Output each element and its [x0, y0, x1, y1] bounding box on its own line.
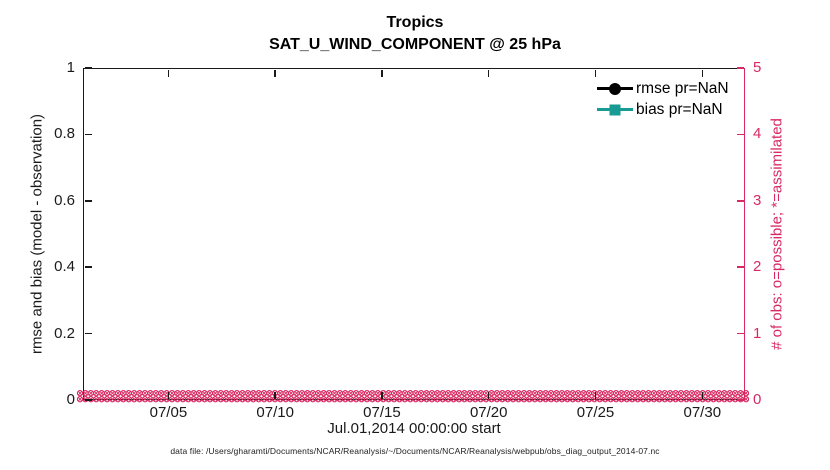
- x-top-tick: [274, 69, 276, 77]
- y-left-tick-label: 0.2: [54, 324, 75, 342]
- legend-label: rmse pr=NaN: [636, 79, 729, 97]
- x-tick-label: 07/10: [256, 404, 294, 421]
- x-tick-label: 07/20: [469, 404, 508, 421]
- y-right-tick-label: 5: [753, 59, 762, 76]
- y-left-tick-label: 1: [66, 59, 75, 76]
- y-left-tick: [84, 332, 92, 335]
- y-right-tick: [736, 133, 744, 136]
- x-top-tick: [594, 69, 597, 77]
- footer-note: data file: /Users/gharamti/Documents/NCA…: [170, 446, 660, 456]
- x-axis-label: Jul.01,2014 00:00:00 start: [327, 420, 501, 437]
- right-axis-line: [743, 68, 745, 400]
- x-top-tick: [487, 69, 490, 77]
- y-left-tick-label: 0.4: [54, 258, 75, 276]
- y-axis-right-label: # of obs: o=possible; *=assimilated: [768, 118, 786, 350]
- obs-marker-band: [76, 390, 750, 403]
- x-top-tick: [381, 69, 383, 77]
- y-left-tick: [84, 67, 92, 69]
- y-right-tick-label: 3: [753, 191, 762, 209]
- x-tick-label: 07/25: [576, 404, 615, 421]
- x-tick-label: 07/15: [363, 404, 401, 421]
- y-right-tick-label: 4: [753, 125, 762, 143]
- x-top-tick: [167, 69, 170, 77]
- y-right-tick: [736, 332, 744, 335]
- circle-marker-icon: [609, 82, 621, 95]
- x-bottom-tick: [167, 391, 170, 399]
- legend-item: rmse pr=NaN: [597, 78, 729, 99]
- x-top-tick: [701, 69, 704, 77]
- plot-area: [83, 68, 745, 400]
- y-left-tick: [84, 266, 92, 268]
- legend-marker-line: [597, 104, 633, 115]
- y-left-tick-label: 0.6: [54, 191, 75, 209]
- y-left-tick-label: 0.8: [54, 125, 75, 143]
- plot-subtitle: SAT_U_WIND_COMPONENT @ 25 hPa: [269, 35, 561, 53]
- y-left-tick-label: 0: [66, 391, 75, 408]
- legend: rmse pr=NaN bias pr=NaN: [597, 78, 729, 120]
- x-bottom-tick: [381, 391, 383, 399]
- y-left-tick: [84, 200, 92, 202]
- page-title: Tropics: [386, 14, 444, 31]
- y-right-tick: [736, 200, 744, 202]
- y-right-tick-label: 1: [753, 324, 762, 342]
- x-bottom-tick: [487, 391, 490, 399]
- x-tick-label: 07/05: [149, 404, 188, 421]
- y-right-tick-label: 2: [753, 258, 762, 276]
- y-right-tick-label: 0: [753, 391, 762, 408]
- title-block: Tropics SAT_U_WIND_COMPONENT @ 25 hPa: [0, 12, 830, 55]
- legend-marker-line: [597, 82, 633, 95]
- x-bottom-tick: [701, 391, 704, 399]
- y-left-tick: [84, 399, 92, 401]
- y-right-tick: [736, 266, 744, 268]
- x-bottom-tick: [594, 391, 597, 399]
- y-right-tick: [736, 67, 744, 69]
- legend-item: bias pr=NaN: [597, 99, 729, 120]
- x-tick-label: 07/30: [683, 404, 722, 421]
- square-marker-icon: [609, 104, 621, 115]
- y-right-tick: [736, 399, 744, 401]
- y-left-tick: [84, 133, 92, 136]
- legend-label: bias pr=NaN: [636, 100, 723, 118]
- x-bottom-tick: [274, 391, 276, 399]
- y-axis-left-label: rmse and bias (model - observation): [28, 113, 46, 355]
